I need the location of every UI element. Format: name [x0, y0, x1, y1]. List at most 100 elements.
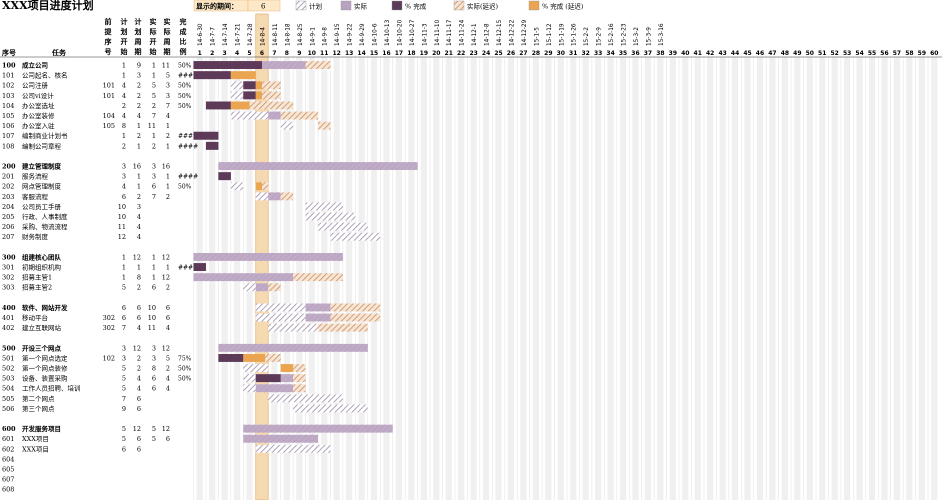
bar-delay-100	[305, 61, 331, 69]
period-number: 43	[718, 50, 726, 57]
row-plan-dur: 16	[133, 162, 141, 170]
row-plan-start: 4	[122, 112, 126, 120]
header-pred: 号	[105, 47, 112, 56]
period-number: 47	[768, 50, 776, 57]
row-name: 办公室选址	[22, 101, 55, 110]
period-number: 20	[432, 50, 440, 57]
period-number: 18	[407, 50, 415, 57]
date-header: 14-9-22	[348, 23, 354, 46]
row-id: 201	[2, 173, 14, 181]
grid-stripe	[582, 57, 589, 500]
bar-complete-delay-502	[280, 364, 294, 372]
row-name: 办公室入驻	[22, 121, 55, 130]
row-complete: 75%	[178, 355, 192, 362]
row-id: 302	[2, 274, 14, 282]
grid-stripe	[507, 57, 515, 500]
header-act_start: 际	[150, 27, 157, 36]
row-plan-dur: 2	[137, 92, 141, 100]
row-plan-start: 2	[122, 102, 126, 110]
row-pred: 102	[103, 354, 115, 362]
row-pred: 302	[103, 314, 115, 322]
row-name: 建立互联网站	[22, 323, 62, 332]
period-number: 22	[457, 50, 465, 57]
bar-complete-delay-202	[255, 182, 262, 191]
period-number: 34	[606, 50, 614, 57]
row-act-dur: 12	[162, 253, 170, 261]
date-header: 14-6-30	[198, 23, 204, 46]
date-header: 14-11-3	[422, 23, 428, 46]
row-name: 开设三个网点	[22, 343, 62, 352]
bar-plan-401	[255, 313, 331, 322]
row-plan-dur: 2	[137, 284, 141, 292]
period-number: 57	[893, 50, 901, 57]
period-number: 21	[445, 50, 453, 57]
header-task: 任务	[51, 48, 67, 57]
row-act-start: 2	[152, 102, 156, 110]
row-id: 401	[2, 314, 14, 322]
row-act-start: 5	[152, 92, 156, 100]
row-pred: 302	[103, 324, 115, 332]
row-plan-dur: 3	[137, 72, 141, 80]
row-plan-dur: 6	[137, 304, 141, 312]
row-act-dur: 6	[166, 314, 170, 322]
row-id: 607	[2, 476, 14, 484]
row-name: 第二个网点	[22, 394, 55, 403]
row-act-start: 10	[148, 314, 156, 322]
grid-stripe	[370, 57, 378, 500]
bar-plan-105	[230, 111, 281, 120]
grid-stripe	[906, 57, 913, 500]
bar-complete-108	[205, 141, 219, 150]
grid-stripe	[607, 57, 614, 500]
grid-stripe	[844, 57, 851, 500]
row-act-dur: 16	[162, 162, 170, 170]
bar-plan-202	[230, 182, 244, 191]
period-number: 31	[569, 50, 577, 57]
row-id: 200	[2, 162, 16, 170]
row-act-dur: 2	[166, 364, 170, 372]
row-plan-dur: 4	[137, 223, 141, 231]
period-number: 60	[930, 50, 938, 57]
row-name: 第三个网点	[22, 404, 55, 413]
header-plan_start: 开	[121, 37, 128, 46]
bar-actual-203	[268, 192, 281, 201]
row-name: 采购、物流流程	[22, 222, 68, 231]
header-plan_dur: 划	[135, 27, 142, 36]
row-name: 客服流程	[22, 192, 49, 201]
row-name: 网点管理制度	[22, 182, 62, 191]
grid-stripe	[744, 57, 751, 500]
period-input[interactable]	[247, 0, 281, 12]
row-name: 公司员工手册	[22, 202, 62, 211]
row-act-start: 1	[152, 274, 156, 282]
row-act-dur: 12	[162, 274, 170, 282]
row-complete: 50%	[178, 83, 192, 90]
row-plan-dur: 6	[137, 445, 141, 453]
row-id: 500	[2, 344, 16, 352]
row-id: 104	[2, 102, 14, 110]
period-number: 1	[198, 50, 202, 57]
grid-stripe	[420, 57, 427, 500]
grid-stripe	[694, 57, 701, 500]
row-act-start: 1	[152, 263, 156, 271]
date-header: 14-7-14	[223, 23, 229, 46]
row-complete: 50%	[178, 184, 192, 191]
date-header: 14-10-6	[373, 23, 379, 46]
date-header: 14-7-7	[211, 27, 217, 46]
grid-stripe	[856, 57, 863, 500]
header-seq: 序号	[1, 48, 16, 57]
date-header: 14-11-24	[460, 19, 466, 46]
row-act-dur: 1	[166, 173, 170, 181]
row-act-start: 3	[152, 173, 156, 181]
bar-plan-400	[255, 303, 331, 312]
row-plan-start: 11	[118, 223, 126, 231]
bar-delay-104	[230, 101, 294, 110]
bar-complete-delay-501	[243, 354, 266, 362]
bar-delay-106	[318, 121, 331, 130]
date-header: 14-10-20	[397, 19, 403, 46]
header-plan_dur: 计	[135, 17, 142, 26]
row-act-start: 1	[152, 132, 156, 140]
row-id: 501	[2, 354, 14, 362]
period-number: 11	[320, 50, 328, 57]
row-act-dur: 1	[166, 122, 170, 130]
row-name: 移动平台	[22, 313, 48, 322]
period-number: 25	[494, 50, 502, 57]
